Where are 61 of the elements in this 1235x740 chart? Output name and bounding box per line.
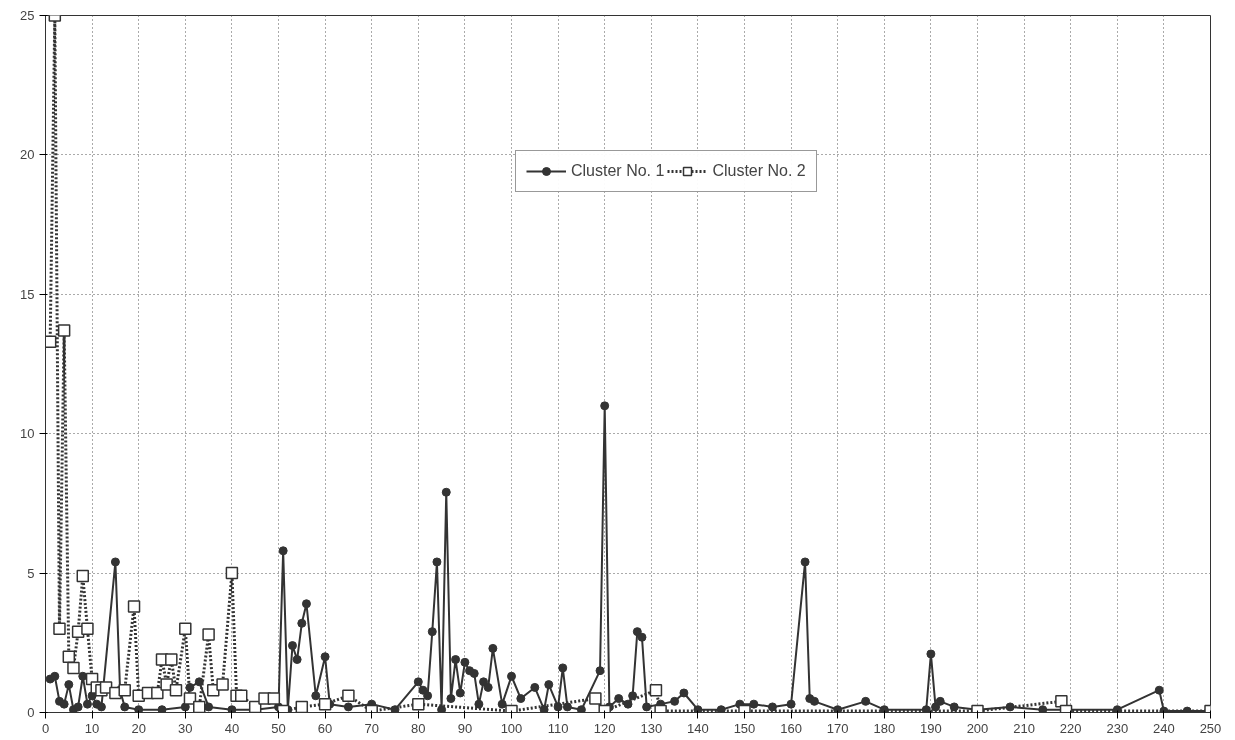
point (216, 678, 229, 691)
point (589, 692, 602, 705)
x-tick-label: 210 (1013, 720, 1035, 736)
point (160, 678, 173, 691)
x-tick-label: 160 (780, 720, 802, 736)
x-tick-label: 150 (733, 720, 756, 736)
legend-label: Cluster No. 1 (571, 162, 665, 180)
x-tick-label: 200 (966, 720, 989, 736)
point (76, 569, 90, 583)
point (169, 683, 183, 697)
point (649, 683, 663, 697)
x-tick-label: 110 (547, 720, 569, 736)
point (267, 692, 281, 705)
x-tick-label: 190 (920, 720, 942, 736)
x-tick-label: 10 (84, 720, 100, 736)
x-tick-label: 130 (640, 720, 663, 736)
x-tick-label: 140 (687, 720, 709, 736)
x-tick-label: 220 (1059, 720, 1082, 736)
point (183, 692, 197, 705)
point (342, 689, 355, 703)
point (318, 697, 332, 711)
point (81, 622, 94, 636)
point (53, 622, 66, 636)
point (179, 622, 192, 636)
x-tick-label: 100 (500, 720, 523, 736)
point (295, 700, 309, 713)
point (225, 566, 239, 580)
x-tick-label: 250 (1199, 720, 1222, 736)
x-tick-label: 0 (41, 720, 50, 736)
point (67, 661, 80, 675)
x-tick-label: 180 (873, 720, 896, 736)
x-tick-label: 240 (1153, 720, 1175, 736)
y-tick-label: 5 (27, 565, 35, 581)
point (151, 686, 164, 700)
x-tick-label: 90 (457, 720, 473, 736)
x-tick-label: 170 (826, 720, 849, 736)
x-tick-label: 230 (1106, 720, 1129, 736)
x-tick-label: 70 (364, 720, 379, 736)
point (202, 628, 215, 641)
point (62, 650, 76, 663)
point (118, 683, 131, 697)
point (57, 324, 71, 337)
y-tick-label: 25 (20, 8, 35, 23)
x-tick-label: 40 (224, 720, 240, 736)
x-tick-label: 80 (411, 720, 426, 736)
point (45, 335, 57, 348)
y-tick-label: 15 (20, 286, 35, 302)
x-tick-label: 30 (178, 720, 193, 736)
y-tick-label: 10 (20, 426, 35, 442)
point (193, 700, 206, 713)
point (165, 653, 178, 666)
y-tick-label: 0 (27, 705, 35, 720)
x-tick-label: 60 (317, 720, 333, 736)
x-tick-label: 50 (271, 720, 286, 736)
y-tick-label: 20 (20, 147, 35, 163)
x-tick-label: 20 (131, 720, 146, 736)
legend-label: Cluster No. 2 (712, 162, 806, 180)
point (234, 689, 248, 703)
point (412, 697, 425, 711)
x-tick-label: 120 (593, 720, 616, 736)
point (127, 600, 141, 613)
